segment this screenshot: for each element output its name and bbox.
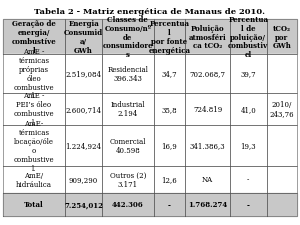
- Text: 16,9: 16,9: [162, 142, 177, 150]
- Polygon shape: [65, 54, 102, 93]
- Polygon shape: [102, 125, 154, 166]
- Text: 2010/
243,76: 2010/ 243,76: [270, 101, 294, 118]
- Text: 39,7: 39,7: [241, 70, 256, 78]
- Polygon shape: [185, 93, 230, 125]
- Polygon shape: [3, 125, 65, 166]
- Polygon shape: [102, 20, 154, 54]
- Polygon shape: [154, 193, 185, 216]
- Polygon shape: [267, 166, 297, 193]
- Polygon shape: [65, 93, 102, 125]
- Polygon shape: [185, 20, 230, 54]
- Text: 442.306: 442.306: [112, 200, 144, 208]
- Text: Percentua
l de
poluição/
combustiv
el: Percentua l de poluição/ combustiv el: [228, 16, 268, 59]
- Polygon shape: [154, 166, 185, 193]
- Text: 341.386,3: 341.386,3: [190, 142, 225, 150]
- Text: Percentua
l
por fonte
energética: Percentua l por fonte energética: [148, 20, 190, 55]
- Text: tCO₂
por
GWh: tCO₂ por GWh: [273, 25, 291, 50]
- Polygon shape: [3, 193, 65, 216]
- Polygon shape: [185, 54, 230, 93]
- Polygon shape: [65, 125, 102, 166]
- Polygon shape: [230, 93, 267, 125]
- Polygon shape: [154, 20, 185, 54]
- Polygon shape: [102, 166, 154, 193]
- Polygon shape: [3, 166, 65, 193]
- Text: AmE/
hidráulica: AmE/ hidráulica: [16, 171, 52, 188]
- Polygon shape: [3, 54, 65, 93]
- Text: AmE-
térmicas
locação/óle
o
combustive
l.: AmE- térmicas locação/óle o combustive l…: [14, 120, 54, 172]
- Text: 7.254,012: 7.254,012: [64, 200, 103, 208]
- Text: Comercial
40.598: Comercial 40.598: [110, 137, 146, 154]
- Polygon shape: [154, 54, 185, 93]
- Text: 1.224,924: 1.224,924: [66, 142, 102, 150]
- Text: Industrial
2.194: Industrial 2.194: [111, 101, 145, 118]
- Polygon shape: [230, 54, 267, 93]
- Text: Classes de
Consumo/nº
de
consumidore
s: Classes de Consumo/nº de consumidore s: [103, 16, 153, 59]
- Polygon shape: [230, 166, 267, 193]
- Text: Total: Total: [24, 200, 44, 208]
- Text: Poluição
atmosféri
ca tCO₂: Poluição atmosféri ca tCO₂: [189, 25, 226, 50]
- Polygon shape: [3, 20, 65, 54]
- Polygon shape: [230, 125, 267, 166]
- Text: 909,290: 909,290: [69, 176, 98, 183]
- Text: AmE -
PEI’s óleo
combustive
l.: AmE - PEI’s óleo combustive l.: [14, 92, 54, 126]
- Polygon shape: [65, 193, 102, 216]
- Polygon shape: [230, 20, 267, 54]
- Polygon shape: [154, 93, 185, 125]
- Polygon shape: [65, 166, 102, 193]
- Text: Outros (2)
3.171: Outros (2) 3.171: [110, 171, 146, 188]
- Polygon shape: [102, 193, 154, 216]
- Polygon shape: [267, 125, 297, 166]
- Text: 19,3: 19,3: [241, 142, 256, 150]
- Text: -: -: [168, 200, 171, 208]
- Polygon shape: [185, 125, 230, 166]
- Text: Residencial
396.343: Residencial 396.343: [107, 65, 148, 82]
- Polygon shape: [267, 54, 297, 93]
- Text: AmE -
térmicas
próprias
óleo
combustive
l.: AmE - térmicas próprias óleo combustive …: [14, 48, 54, 100]
- Polygon shape: [154, 125, 185, 166]
- Polygon shape: [102, 54, 154, 93]
- Text: Tabela 2 - Matriz energética de Manaus de 2010.: Tabela 2 - Matriz energética de Manaus d…: [34, 8, 266, 16]
- Text: -: -: [247, 176, 250, 183]
- Polygon shape: [185, 193, 230, 216]
- Text: 34,7: 34,7: [162, 70, 177, 78]
- Text: 35,8: 35,8: [162, 105, 177, 113]
- Text: 1.768.274: 1.768.274: [188, 200, 227, 208]
- Polygon shape: [102, 93, 154, 125]
- Text: 12,6: 12,6: [162, 176, 177, 183]
- Text: 724.819: 724.819: [193, 105, 222, 113]
- Polygon shape: [267, 20, 297, 54]
- Text: 2.519,084: 2.519,084: [66, 70, 102, 78]
- Polygon shape: [267, 193, 297, 216]
- Text: NA: NA: [202, 176, 213, 183]
- Polygon shape: [230, 193, 267, 216]
- Polygon shape: [267, 93, 297, 125]
- Polygon shape: [3, 93, 65, 125]
- Polygon shape: [65, 20, 102, 54]
- Text: 41,0: 41,0: [240, 105, 256, 113]
- Text: Energia
Consumid
a/
GWh: Energia Consumid a/ GWh: [64, 20, 103, 55]
- Polygon shape: [185, 166, 230, 193]
- Text: 2.600,714: 2.600,714: [66, 105, 102, 113]
- Text: 702.068,7: 702.068,7: [190, 70, 226, 78]
- Text: -: -: [247, 200, 250, 208]
- Text: Geração de
energia/
combustíve
l: Geração de energia/ combustíve l: [12, 20, 56, 55]
